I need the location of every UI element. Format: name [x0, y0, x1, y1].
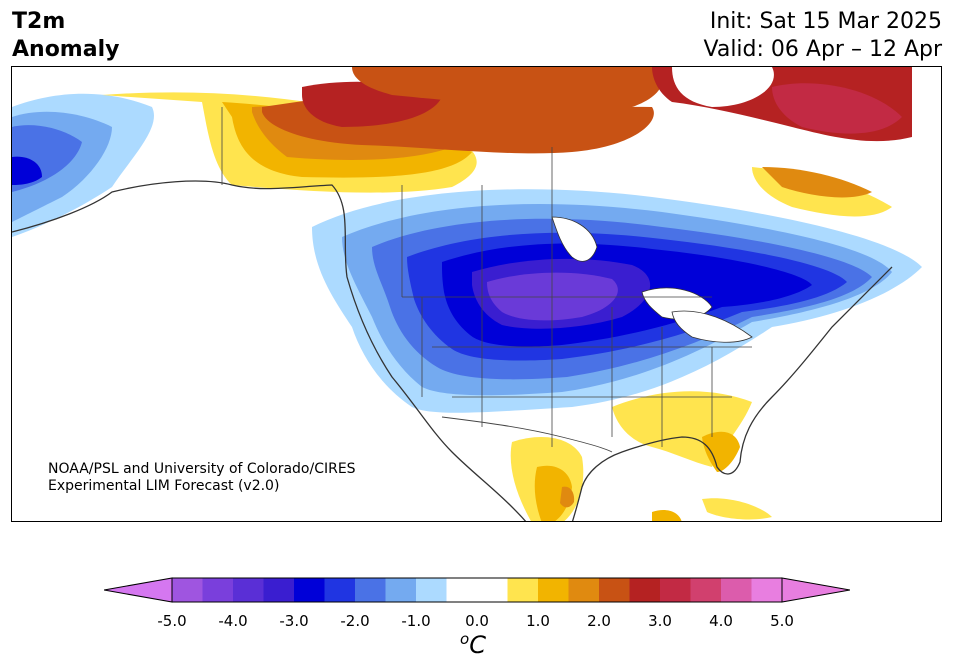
- central-coldest: [487, 272, 618, 321]
- colorbar-swatch: [172, 578, 203, 602]
- colorbar-swatch: [751, 578, 783, 602]
- colorbar-unit-base: C: [469, 631, 486, 659]
- colorbar-swatch: [446, 578, 478, 602]
- colorbar-swatch: [263, 578, 295, 602]
- colorbar-swatch: [629, 578, 661, 602]
- colorbar-tick-label: 5.0: [770, 612, 794, 630]
- yucatan-warm: [652, 510, 682, 521]
- hudson-bay: [551, 216, 598, 262]
- valid-date: Valid: 06 Apr – 12 Apr: [703, 37, 943, 62]
- colorbar-swatch: [477, 578, 508, 602]
- colorbar-tick-label: -5.0: [157, 612, 187, 630]
- anomaly-map: [12, 67, 941, 521]
- arctic-islands-warm: [352, 67, 663, 109]
- colorbar-tick-label: -3.0: [279, 612, 309, 630]
- colorbar-tick-label: 3.0: [648, 612, 672, 630]
- colorbar-tick-label: 0.0: [465, 612, 489, 630]
- alaska-cold: [12, 156, 42, 185]
- cuba-slight-warm: [702, 498, 772, 520]
- colorbar-swatch: [294, 578, 325, 602]
- colorbar-swatch: [202, 578, 234, 602]
- west-coastline: [12, 180, 527, 521]
- colorbar-tick-label: 2.0: [587, 612, 611, 630]
- forecast-dates: Init: Sat 15 Mar 2025 Valid: 06 Apr – 12…: [704, 8, 943, 64]
- colorbar-swatch: [507, 578, 539, 602]
- colorbar-unit-sup: o: [460, 630, 470, 648]
- colorbar-swatch: [324, 578, 356, 602]
- colorbar-tick-labels: -5.0 -4.0 -3.0 -2.0 -1.0 0.0 1.0 2.0 3.0 4.0 5.0: [0, 612, 954, 632]
- map-title: T2m Anomaly: [12, 8, 119, 64]
- credit-line-2: Experimental LIM Forecast (v2.0): [48, 478, 280, 494]
- init-date: Init: Sat 15 Mar 2025: [709, 9, 942, 34]
- colorbar-tick-label: -2.0: [340, 612, 370, 630]
- colorbar: [104, 577, 850, 603]
- labrador-warm: [762, 167, 872, 198]
- colorbar-swatch: [690, 578, 722, 602]
- colorbar-tick-label: -1.0: [401, 612, 431, 630]
- credit-text: NOAA/PSL and University of Colorado/CIRE…: [48, 461, 356, 495]
- us-mexico-border: [441, 416, 613, 453]
- greenland-neutral: [672, 67, 774, 107]
- colorbar-tick-label: 4.0: [709, 612, 733, 630]
- canada-province-borders: [221, 107, 712, 298]
- title-line-2: Anomaly: [12, 37, 120, 62]
- colorbar-swatch: [416, 578, 447, 602]
- colorbar-swatch: [660, 578, 691, 602]
- east-coastline: [571, 266, 893, 521]
- colorbar-tick-label: -4.0: [218, 612, 248, 630]
- colorbar-swatches: [171, 577, 783, 603]
- colorbar-under-arrow: [104, 577, 173, 603]
- colorbar-swatch: [721, 578, 752, 602]
- colorbar-swatch: [355, 578, 386, 602]
- colorbar-swatch: [538, 578, 569, 602]
- great-lakes: [671, 310, 753, 343]
- colorbar-swatch: [385, 578, 417, 602]
- mexico-warm: [534, 465, 572, 521]
- greenland-very-hot: [772, 83, 902, 134]
- title-line-1: T2m: [12, 9, 66, 34]
- map-panel: [11, 66, 942, 522]
- colorbar-swatch: [568, 578, 600, 602]
- colorbar-swatch: [233, 578, 264, 602]
- colorbar-tick-label: 1.0: [526, 612, 550, 630]
- colorbar-over-arrow: [781, 577, 850, 603]
- credit-line-1: NOAA/PSL and University of Colorado/CIRE…: [48, 461, 356, 477]
- florida-warm: [702, 431, 740, 472]
- mexico-very-warm: [560, 486, 575, 508]
- colorbar-unit: oC: [460, 630, 486, 659]
- colorbar-swatch: [599, 578, 630, 602]
- us-state-borders: [421, 297, 752, 447]
